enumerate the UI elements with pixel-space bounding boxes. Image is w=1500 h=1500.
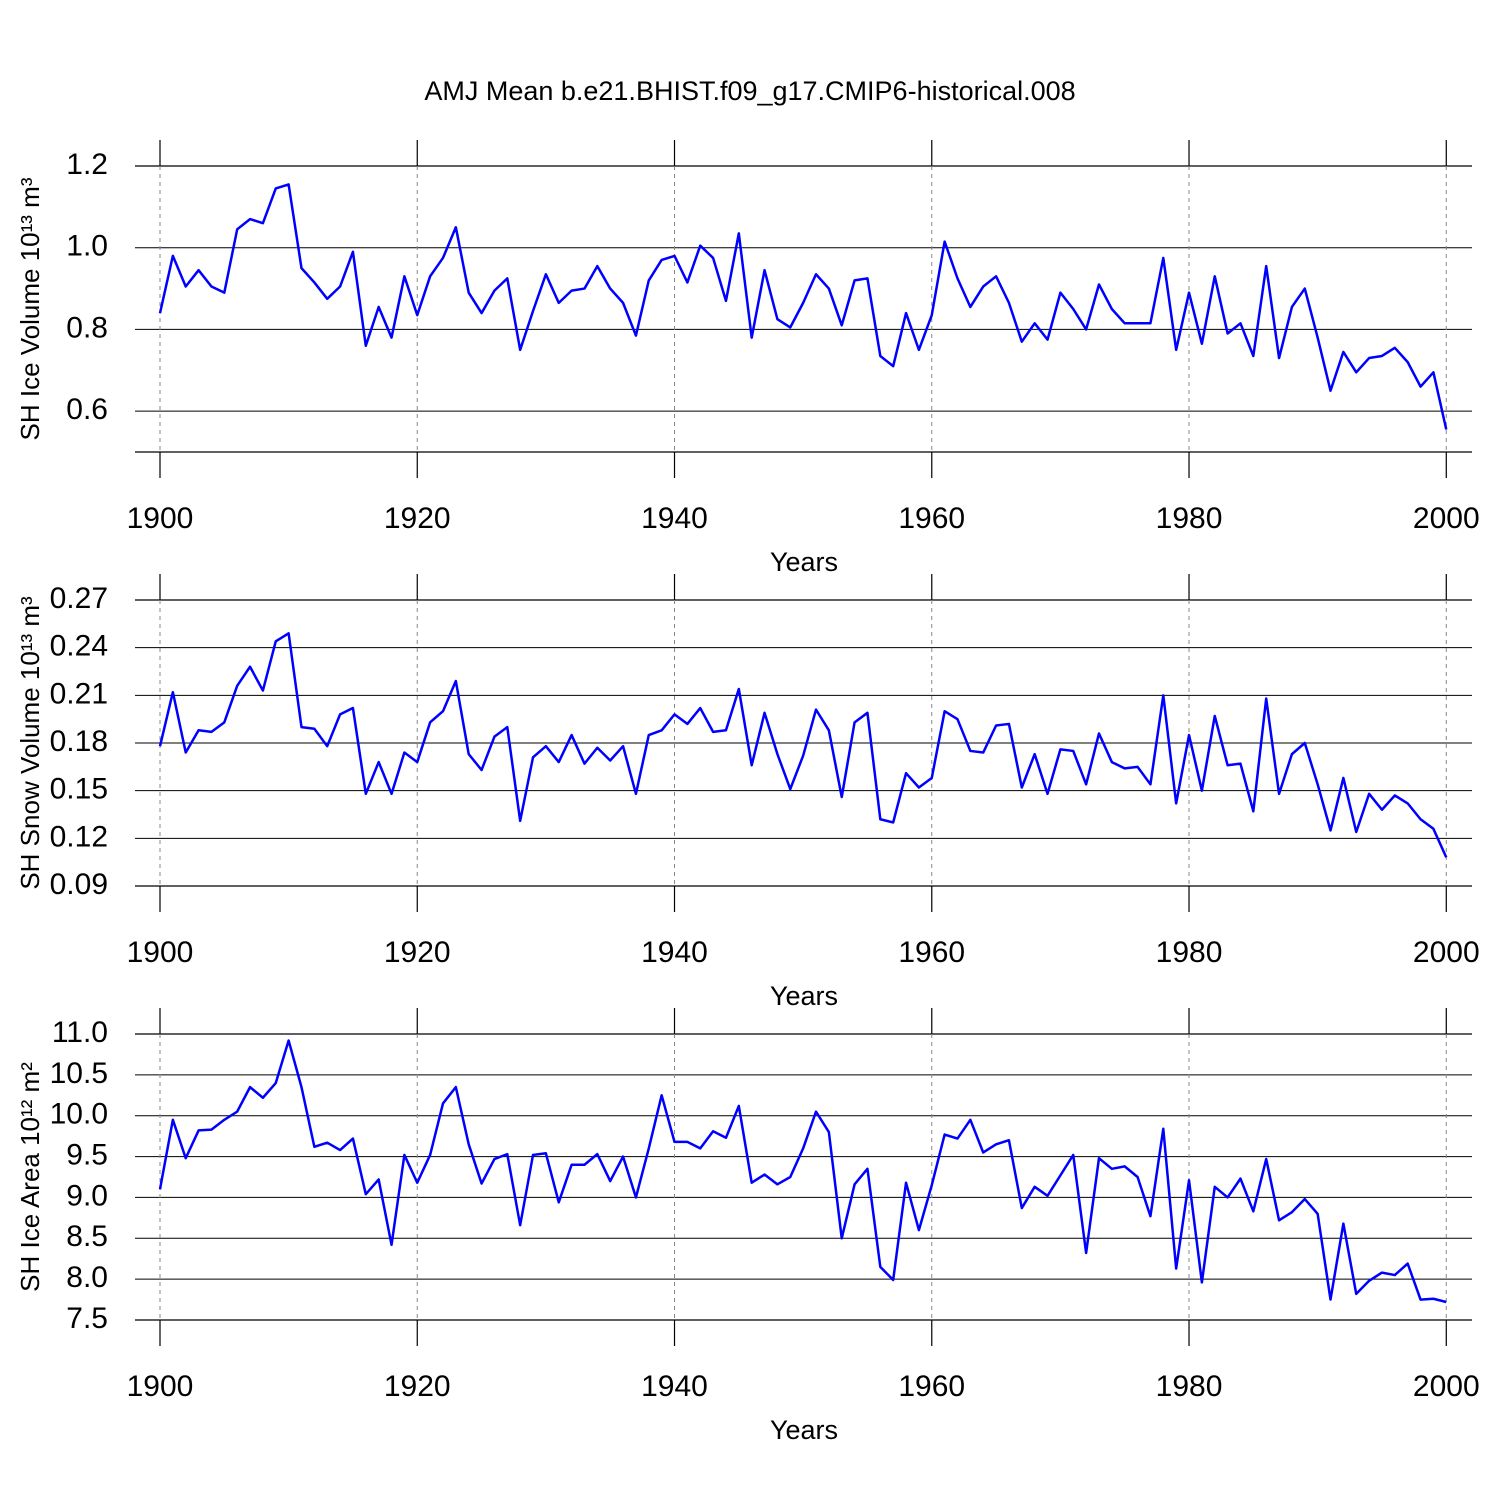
y-tick-label: 8.5 [66,1220,108,1253]
x-axis-label: Years [770,547,838,577]
x-tick-label: 1940 [641,936,708,969]
y-tick-label: 9.0 [66,1179,108,1212]
x-axis-label: Years [770,1415,838,1445]
y-tick-label: 1.0 [66,230,108,263]
x-tick-label: 1900 [127,502,194,535]
chart-title: AMJ Mean b.e21.BHIST.f09_g17.CMIP6-histo… [424,76,1075,106]
x-tick-label: 1920 [384,502,451,535]
y-tick-label: 10.5 [50,1057,108,1090]
x-axis-label: Years [770,981,838,1011]
x-tick-label: 1900 [127,1370,194,1403]
y-axis-label: SH Ice Area 10¹² m² [15,1062,45,1292]
x-tick-label: 1900 [127,936,194,969]
y-axis-label: SH Ice Volume 10¹³ m³ [15,177,45,440]
y-tick-label: 0.21 [50,677,108,710]
y-tick-label: 1.2 [66,148,108,181]
x-tick-label: 1960 [898,502,965,535]
y-tick-label: 0.12 [50,820,108,853]
y-tick-label: 0.8 [66,311,108,344]
x-tick-label: 2000 [1413,1370,1480,1403]
y-tick-label: 0.18 [50,725,108,758]
x-tick-label: 1920 [384,1370,451,1403]
x-tick-label: 1940 [641,502,708,535]
y-tick-label: 7.5 [66,1302,108,1335]
x-tick-label: 1980 [1156,1370,1223,1403]
y-tick-label: 0.24 [50,630,108,663]
y-tick-label: 0.09 [50,868,108,901]
y-tick-label: 10.0 [50,1098,108,1131]
x-tick-label: 1920 [384,936,451,969]
x-tick-label: 2000 [1413,936,1480,969]
x-tick-label: 1980 [1156,502,1223,535]
x-tick-label: 1980 [1156,936,1223,969]
x-tick-label: 1940 [641,1370,708,1403]
x-tick-label: 1960 [898,936,965,969]
data-line [158,183,1448,430]
y-tick-label: 8.0 [66,1261,108,1294]
y-tick-label: 0.27 [50,582,108,615]
y-tick-label: 11.0 [52,1016,108,1049]
y-axis-label: SH Snow Volume 10¹³ m³ [15,596,45,890]
x-tick-label: 2000 [1413,502,1480,535]
data-line [158,632,1448,858]
y-tick-label: 0.6 [66,393,108,426]
y-tick-label: 9.5 [66,1138,108,1171]
y-tick-label: 0.15 [50,773,108,806]
x-tick-label: 1960 [898,1370,965,1403]
data-line [158,1039,1447,1304]
